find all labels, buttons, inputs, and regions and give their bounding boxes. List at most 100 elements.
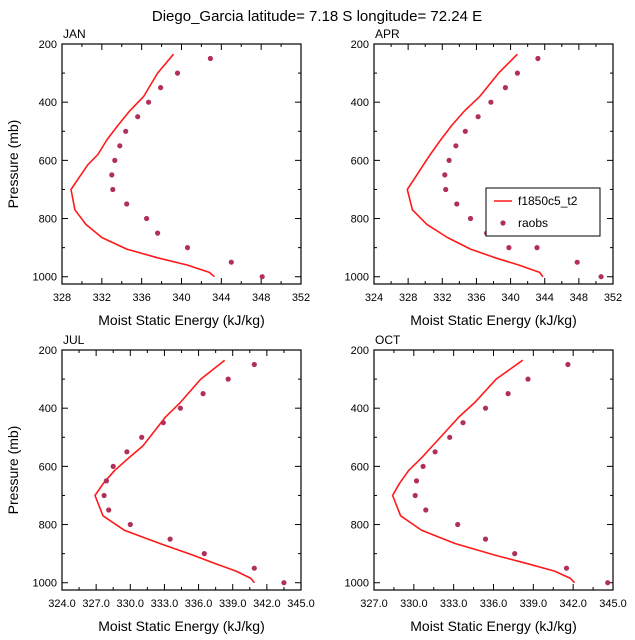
x-tick-label: 333.0 bbox=[440, 598, 468, 610]
obs-point bbox=[565, 361, 571, 368]
obs-point bbox=[460, 420, 466, 426]
month-label: APR bbox=[375, 27, 400, 41]
obs-point bbox=[112, 157, 118, 163]
x-tick-label: 342.0 bbox=[559, 598, 587, 610]
x-tick-label: 332 bbox=[93, 292, 111, 304]
x-tick-label: 345.0 bbox=[287, 598, 315, 610]
y-tick-label: 800 bbox=[39, 214, 57, 226]
x-tick-label: 328 bbox=[53, 292, 71, 304]
obs-point bbox=[251, 565, 257, 571]
y-tick-label: 600 bbox=[39, 155, 57, 167]
model-line bbox=[70, 53, 215, 278]
obs-point bbox=[146, 99, 152, 105]
obs-point bbox=[482, 405, 489, 411]
obs-point bbox=[144, 215, 150, 222]
obs-point bbox=[158, 85, 164, 91]
x-tick-label: 336 bbox=[132, 292, 150, 304]
obs-point bbox=[117, 143, 123, 149]
obs-point bbox=[462, 128, 468, 134]
obs-point bbox=[110, 186, 116, 193]
x-tick-label: 327.0 bbox=[360, 598, 388, 610]
y-tick-label: 800 bbox=[351, 214, 369, 226]
y-tick-label: 400 bbox=[39, 97, 57, 109]
y-tick-label: 400 bbox=[351, 403, 369, 415]
obs-point bbox=[505, 391, 511, 397]
panel-oct: OCT 327.0 330.0 333.0 336.0 339.0 342.0 345.0 20… bbox=[345, 333, 627, 634]
y-tick-label: 1000 bbox=[33, 578, 57, 590]
obs-point bbox=[106, 507, 112, 513]
series-group bbox=[391, 359, 611, 586]
y-tick-label: 400 bbox=[351, 97, 369, 109]
obs-point bbox=[103, 478, 109, 484]
obs-point bbox=[453, 143, 459, 149]
month-label: JUL bbox=[63, 333, 85, 347]
x-axis-label: Moist Static Energy (kJ/kg) bbox=[98, 312, 265, 328]
model-line bbox=[391, 359, 576, 584]
legend-line-label: f1850c5_t2 bbox=[518, 194, 578, 208]
obs-point bbox=[525, 376, 531, 382]
obs-point bbox=[200, 391, 206, 397]
obs-point bbox=[475, 114, 481, 120]
x-axis-label: Moist Static Energy (kJ/kg) bbox=[98, 618, 265, 634]
obs-point bbox=[109, 172, 115, 178]
obs-point bbox=[455, 521, 461, 528]
obs-point bbox=[467, 215, 474, 222]
y-axis-label: Pressure (mb) bbox=[5, 426, 21, 515]
obs-point bbox=[563, 565, 570, 571]
y-tick-label: 1000 bbox=[33, 272, 57, 284]
x-tick-label: 342.0 bbox=[253, 598, 281, 610]
x-tick-label: 324 bbox=[365, 292, 383, 304]
obs-point bbox=[124, 449, 130, 455]
obs-point bbox=[534, 245, 540, 251]
model-line bbox=[406, 53, 544, 278]
obs-point bbox=[259, 274, 265, 280]
y-tick-label: 800 bbox=[39, 520, 57, 532]
obs-point bbox=[535, 55, 541, 62]
y-tick-label: 1000 bbox=[345, 272, 369, 284]
y-axis-label: Pressure (mb) bbox=[5, 120, 21, 209]
obs-point bbox=[605, 580, 611, 586]
y-tick-label: 400 bbox=[39, 403, 57, 415]
obs-point bbox=[139, 434, 145, 440]
obs-point bbox=[443, 186, 449, 193]
obs-point bbox=[423, 507, 429, 513]
panel-jul: JUL 324.0 327.0 330.0 333.0 336.0 339.0 342.0 34… bbox=[5, 333, 315, 634]
panels-group: JAN 328 332 336 340 344 348 352 200 400 600 800 1000… bbox=[5, 27, 627, 634]
y-tick-label: 600 bbox=[39, 461, 57, 473]
x-tick-label: 340 bbox=[172, 292, 190, 304]
plot-frame bbox=[61, 349, 302, 591]
obs-point bbox=[251, 361, 257, 368]
legend-dot-label: raobs bbox=[518, 216, 548, 230]
series-group bbox=[406, 53, 604, 280]
obs-point bbox=[207, 55, 213, 62]
obs-point bbox=[228, 259, 234, 265]
plot-frame bbox=[61, 43, 302, 285]
obs-point bbox=[135, 114, 141, 120]
obs-point bbox=[184, 245, 191, 251]
obs-point bbox=[155, 230, 161, 236]
x-tick-label: 324.0 bbox=[48, 598, 76, 610]
obs-point bbox=[598, 274, 604, 280]
obs-point bbox=[110, 463, 116, 469]
y-tick-label: 600 bbox=[351, 461, 369, 473]
x-tick-label: 336.0 bbox=[480, 598, 508, 610]
obs-point bbox=[177, 405, 183, 411]
obs-point bbox=[454, 201, 460, 207]
obs-point bbox=[482, 536, 489, 542]
x-tick-label: 348 bbox=[252, 292, 270, 304]
obs-point bbox=[412, 492, 418, 499]
obs-point bbox=[512, 551, 518, 557]
obs-point bbox=[281, 580, 287, 586]
x-tick-label: 345.0 bbox=[599, 598, 627, 610]
x-tick-label: 339.0 bbox=[219, 598, 247, 610]
obs-point bbox=[174, 70, 181, 76]
obs-point bbox=[123, 128, 129, 134]
x-axis-label: Moist Static Energy (kJ/kg) bbox=[410, 618, 577, 634]
obs-point bbox=[413, 478, 420, 484]
figure-title: Diego_Garcia latitude= 7.18 S longitude=… bbox=[152, 8, 482, 25]
y-tick-label: 200 bbox=[39, 345, 57, 357]
obs-point bbox=[127, 521, 133, 528]
series-group bbox=[94, 359, 287, 586]
